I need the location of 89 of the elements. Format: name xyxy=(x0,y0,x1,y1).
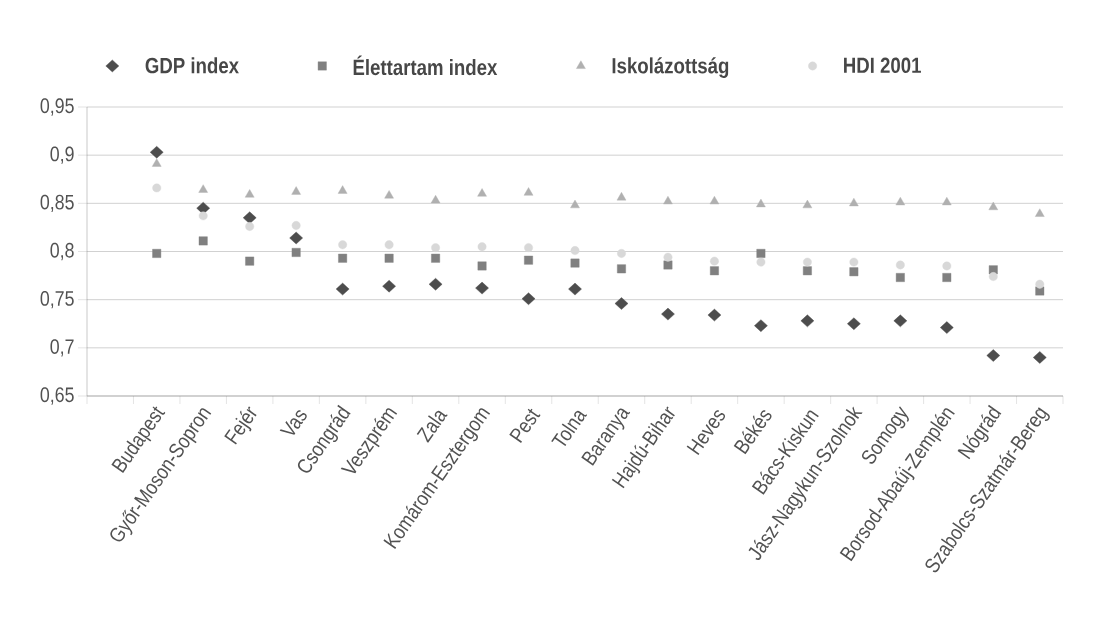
point xyxy=(291,221,301,230)
point xyxy=(430,195,441,204)
point xyxy=(152,158,162,167)
point xyxy=(242,211,257,224)
point xyxy=(477,242,487,252)
point xyxy=(338,240,348,250)
point xyxy=(337,185,348,194)
point xyxy=(754,319,768,332)
point xyxy=(849,257,859,267)
point xyxy=(384,190,394,199)
y-tick-label: 0,9 xyxy=(50,146,74,164)
point xyxy=(338,253,348,263)
legend-label: HDI 2001 xyxy=(844,57,921,74)
point xyxy=(1035,208,1045,217)
point xyxy=(477,261,487,271)
point xyxy=(893,314,908,328)
point xyxy=(616,192,627,201)
y-tick-label: 0,65 xyxy=(40,387,74,405)
y-tick-label: 0,8 xyxy=(50,242,74,261)
point xyxy=(756,257,766,267)
point xyxy=(710,256,719,266)
point xyxy=(800,314,815,328)
x-tick-label: Pest xyxy=(509,408,541,443)
point xyxy=(570,246,580,255)
point xyxy=(895,196,906,206)
point xyxy=(847,317,861,330)
point xyxy=(428,278,443,291)
point xyxy=(802,199,813,209)
point xyxy=(614,297,629,310)
legend-label: Élettartam index xyxy=(353,55,498,76)
point xyxy=(940,321,954,334)
point xyxy=(661,307,675,321)
point xyxy=(802,266,812,276)
point xyxy=(198,236,208,246)
point xyxy=(523,187,534,196)
legend-label: Iskolázottság xyxy=(612,57,729,78)
point xyxy=(663,252,673,262)
y-tick-label: 0,85 xyxy=(40,194,74,212)
point xyxy=(617,264,626,274)
point xyxy=(1033,351,1047,364)
point xyxy=(384,240,394,250)
point xyxy=(149,146,164,159)
point xyxy=(756,249,766,258)
y-tick-label: 0,75 xyxy=(40,291,74,309)
point xyxy=(152,183,162,193)
point xyxy=(384,253,394,263)
point xyxy=(198,211,208,221)
point xyxy=(568,282,582,296)
y-tick-label: 0,7 xyxy=(50,339,74,357)
point xyxy=(707,308,722,322)
point xyxy=(524,255,533,265)
point xyxy=(521,292,536,305)
point xyxy=(1035,279,1045,289)
point xyxy=(570,199,580,209)
y-tick-label: 0,95 xyxy=(40,98,74,116)
point xyxy=(942,273,952,282)
point xyxy=(756,198,766,208)
point xyxy=(477,188,487,197)
point xyxy=(942,261,952,271)
point xyxy=(289,231,303,245)
point xyxy=(244,189,255,198)
point xyxy=(988,272,998,281)
point xyxy=(291,186,301,195)
legend-label: GDP index xyxy=(145,57,239,74)
point xyxy=(245,222,255,231)
point xyxy=(335,282,350,296)
point xyxy=(245,256,255,266)
point xyxy=(710,266,719,276)
point xyxy=(849,267,859,277)
point xyxy=(291,248,301,257)
point xyxy=(849,197,859,207)
point xyxy=(988,201,998,210)
point xyxy=(942,196,952,206)
point xyxy=(663,196,673,205)
point xyxy=(986,349,1001,362)
point xyxy=(431,253,440,263)
point xyxy=(198,184,208,193)
point xyxy=(524,243,533,253)
point xyxy=(431,243,440,253)
point xyxy=(382,279,396,293)
point xyxy=(570,258,580,268)
point xyxy=(895,260,905,270)
point xyxy=(663,260,673,270)
point xyxy=(152,249,162,258)
point xyxy=(895,273,905,282)
point xyxy=(617,249,626,258)
point xyxy=(475,281,489,295)
point xyxy=(709,196,720,205)
point xyxy=(802,257,812,267)
